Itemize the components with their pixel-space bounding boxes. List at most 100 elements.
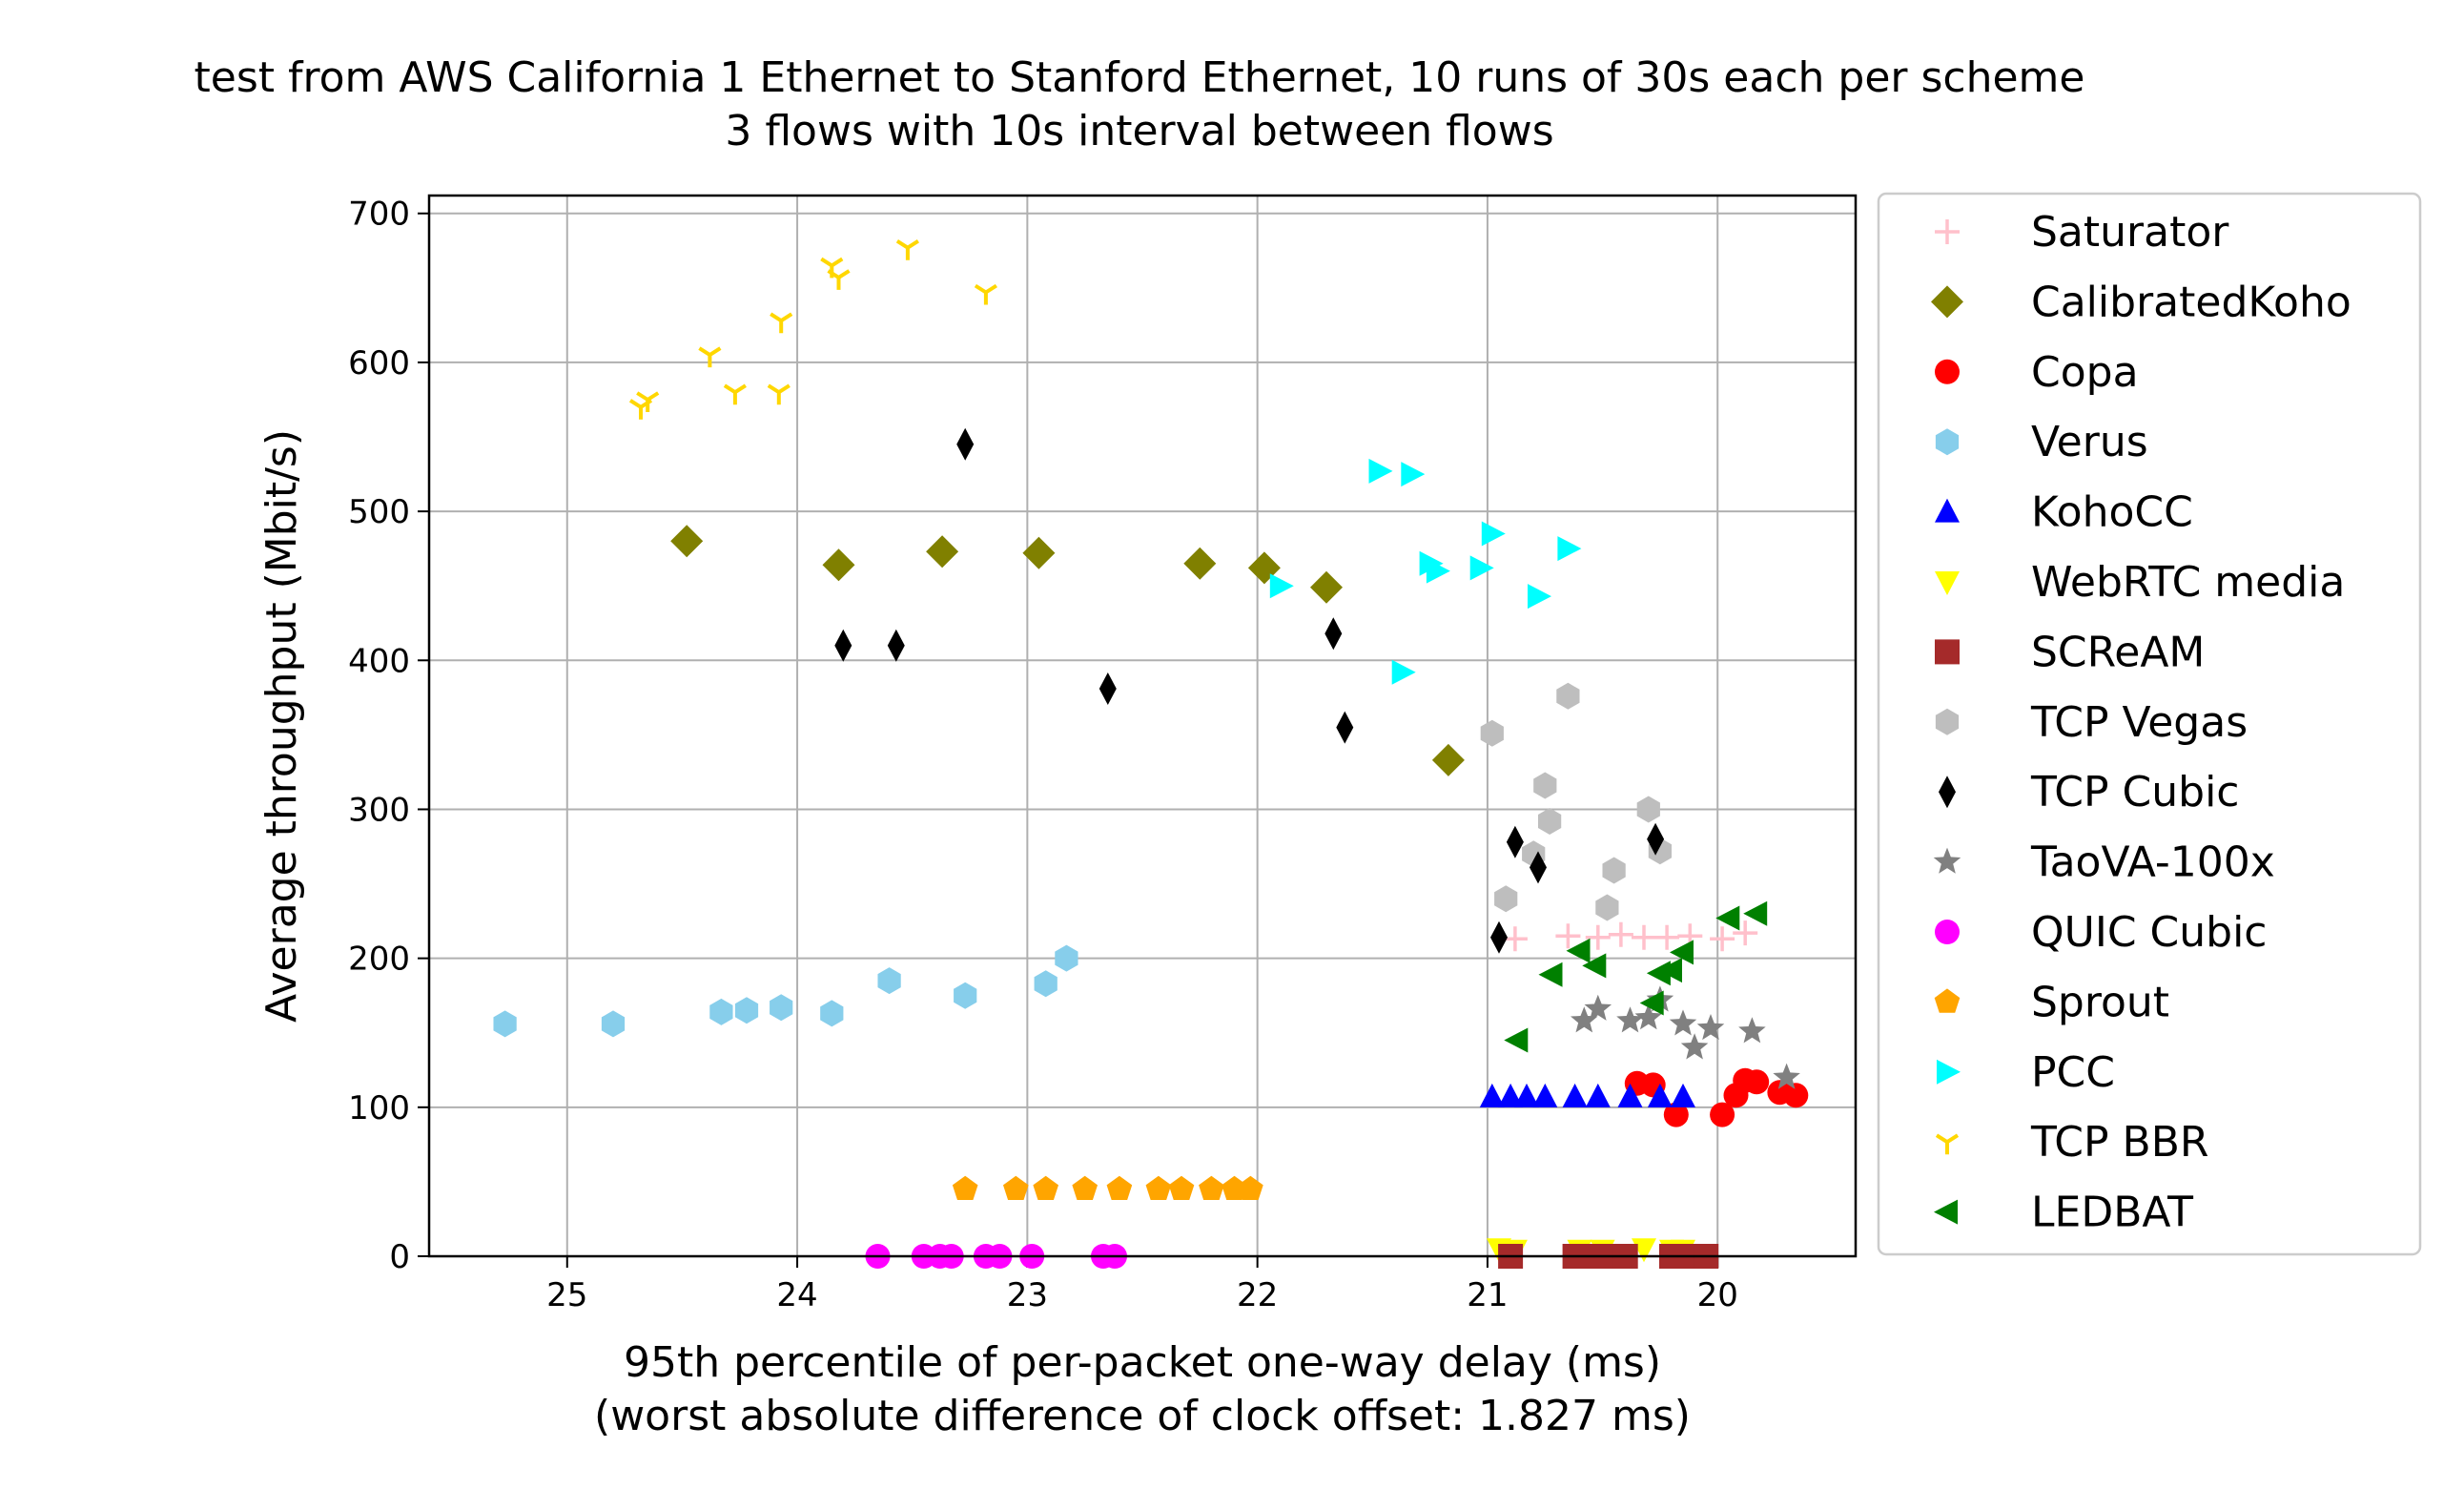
data-points [493,239,1809,1269]
legend-marker-tcp-bbr [1935,1133,1960,1155]
data-point-copa [1744,1069,1770,1095]
chart-title-line-1: test from AWS California 1 Ethernet to S… [195,53,2085,102]
legend-item-tcp-bbr: TCP BBR [1935,1118,2208,1167]
data-point-kohocc [1585,1083,1611,1107]
data-point-pcc [1426,558,1450,584]
legend-item-kohocc: KohoCC [1935,488,2193,537]
data-point-tcp-cubic [1647,822,1665,856]
data-point-sprout [1145,1175,1172,1201]
legend-label-copa: Copa [2031,348,2139,397]
legend-marker-calibratedkoho [1931,285,1963,319]
data-point-ledbat [1582,953,1607,979]
data-point-tcp-cubic [834,629,852,662]
legend-item-copa: Copa [1935,348,2139,397]
data-point-sprout [1199,1175,1224,1201]
data-point-pcc [1481,521,1506,547]
data-point-saturator [1585,924,1611,950]
data-point-ledbat [1504,1027,1529,1053]
legend-item-verus: Verus [1935,418,2148,466]
data-point-tcp-bbr [698,346,722,368]
legend-label-ledbat: LEDBAT [2031,1189,2193,1237]
data-point-calibratedkoho [1022,536,1056,569]
y-axis-label: Average throughput (Mbit/s) [257,429,306,1023]
legend-item-ledbat: LEDBAT [1934,1189,2193,1237]
data-point-tcp-cubic [1336,711,1354,744]
data-point-tcp-vegas [1636,796,1660,823]
series-tcp-cubic [834,427,1665,954]
data-point-verus [770,994,793,1022]
legend-marker-verus [1935,428,1960,456]
data-point-tcp-cubic [1530,851,1547,884]
data-point-taova-100x [1584,994,1612,1021]
legend-item-taova-100x: TaoVA-100x [1933,838,2275,887]
data-point-sprout [1072,1175,1099,1201]
data-point-tcp-cubic [1099,672,1117,705]
legend-label-tcp-bbr: TCP BBR [2030,1118,2208,1167]
series-ledbat [1504,900,1768,1053]
series-calibratedkoho [670,525,1465,776]
legend-label-saturator: Saturator [2031,208,2229,257]
data-point-taova-100x [1696,1014,1725,1041]
data-point-kohocc [1479,1083,1505,1107]
series-tcp-vegas [1480,682,1673,921]
data-point-taova-100x [1738,1017,1766,1044]
series-pcc [1269,458,1582,685]
data-point-verus [601,1010,626,1038]
x-tick-label: 25 [546,1276,587,1314]
data-point-ledbat [1715,905,1740,931]
y-tick-label: 0 [389,1238,410,1276]
y-tick-label: 100 [348,1089,410,1127]
data-point-sprout [1168,1175,1195,1201]
grid-lines [429,196,1856,1257]
data-point-tcp-vegas [1595,894,1619,921]
data-point-tcp-vegas [1494,885,1518,913]
legend-marker-ledbat [1934,1199,1958,1225]
legend-label-verus: Verus [2031,418,2148,466]
data-point-sprout [1033,1175,1059,1201]
data-point-taova-100x [1669,1009,1697,1036]
data-point-calibratedkoho [1310,570,1343,604]
data-point-copa [1710,1102,1735,1127]
data-point-ledbat [1538,962,1563,987]
data-point-ledbat [1566,938,1591,963]
data-point-tcp-bbr [723,383,747,405]
legend-item-tcp-cubic: TCP Cubic [1939,768,2240,817]
legend-label-scream: SCReAM [2031,628,2205,676]
data-point-ledbat [1743,900,1768,926]
legend-item-calibratedkoho: CalibratedKoho [1931,278,2351,326]
data-point-saturator [1733,920,1758,946]
data-point-sprout [952,1175,978,1201]
data-point-tcp-vegas [1537,808,1562,835]
legend-item-quic-cubic: QUIC Cubic [1935,908,2267,957]
x-axis-label-line-1: 95th percentile of per-packet one-way de… [624,1338,1661,1387]
y-tick-label: 500 [348,493,410,531]
data-point-taova-100x [1634,1003,1663,1030]
data-point-sprout [1002,1175,1029,1201]
data-point-ledbat [1639,990,1664,1016]
data-point-sprout [1238,1175,1263,1201]
data-point-pcc [1528,584,1551,610]
legend-marker-tcp-cubic [1939,776,1956,809]
x-tick-label: 22 [1237,1276,1278,1314]
data-point-calibratedkoho [926,535,959,569]
legend-label-webrtc-media: WebRTC media [2031,558,2345,607]
series-saturator [1502,920,1758,952]
data-point-pcc [1557,536,1582,562]
x-tick-label: 24 [776,1276,817,1314]
legend-marker-tcp-vegas [1935,708,1960,735]
data-point-pcc [1401,462,1426,487]
data-point-verus [820,1000,844,1027]
data-point-ledbat [1658,958,1682,983]
data-point-tcp-cubic [956,427,975,461]
legend-item-pcc: PCC [1937,1048,2115,1097]
data-point-kohocc [1532,1083,1558,1107]
x-tick-label: 20 [1697,1276,1738,1314]
data-point-tcp-bbr [767,383,791,405]
data-point-saturator [1555,923,1581,949]
data-point-saturator [1632,924,1656,950]
data-point-calibratedkoho [1431,743,1465,776]
legend-frame [1877,192,2422,1256]
x-axis-label-line-2: (worst absolute difference of clock offs… [594,1392,1691,1440]
